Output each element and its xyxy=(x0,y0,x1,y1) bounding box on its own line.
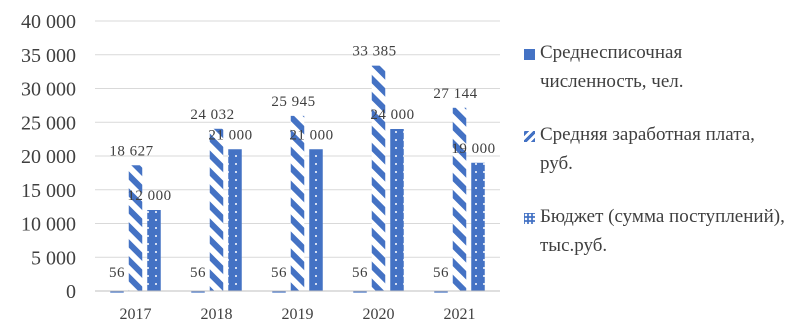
data-label: 24 000 xyxy=(370,107,414,123)
legend-item-headcount: Среднесписочная численность, чел. xyxy=(522,38,792,120)
bar xyxy=(228,149,242,291)
legend-swatch-stripes xyxy=(524,131,535,142)
legend-label: Бюджет (сумма поступлений), тыс.руб. xyxy=(540,206,785,256)
legend-swatch-solid xyxy=(524,49,535,60)
bar xyxy=(452,107,467,291)
x-tick-label: 2021 xyxy=(444,306,476,320)
y-tick-label: 15 000 xyxy=(21,180,76,202)
legend-label: Среднесписочная численность, чел. xyxy=(540,42,684,92)
bar xyxy=(147,210,161,291)
bar xyxy=(353,290,367,293)
y-tick-label: 40 000 xyxy=(21,11,76,33)
x-tick-label: 2018 xyxy=(201,306,233,320)
x-axis: 2017 2018 2019 2020 2021 xyxy=(95,290,500,320)
y-tick-label: 5 000 xyxy=(31,247,76,269)
y-axis: 0 5 000 10 000 15 000 20 000 25 000 30 000 35 0… xyxy=(21,11,76,303)
bar-chart: 0 5 000 10 000 15 000 20 000 25 000 30 000 35 0… xyxy=(21,11,500,320)
y-tick-label: 20 000 xyxy=(21,146,76,168)
y-tick-label: 35 000 xyxy=(21,45,76,67)
data-label: 56 xyxy=(190,265,206,281)
data-label: 21 000 xyxy=(289,127,333,143)
legend-swatch-dots xyxy=(524,213,535,224)
bar xyxy=(110,290,124,293)
data-label: 56 xyxy=(352,265,368,281)
legend-label: Средняя заработная плата, руб. xyxy=(540,124,755,174)
data-label: 56 xyxy=(271,265,287,281)
y-tick-label: 25 000 xyxy=(21,112,76,134)
data-label: 56 xyxy=(433,265,449,281)
legend: Среднесписочная численность, чел. Средня… xyxy=(522,38,792,284)
bar xyxy=(371,65,386,292)
data-label: 25 945 xyxy=(271,94,315,110)
data-label: 27 144 xyxy=(433,86,477,102)
bar xyxy=(309,149,323,291)
data-labels: 56 18 627 12 000 56 24 032 21 000 56 25 945 21 0… xyxy=(109,44,495,281)
bars xyxy=(110,65,485,293)
data-label: 18 627 xyxy=(109,143,153,159)
data-label: 24 032 xyxy=(190,107,234,123)
bar xyxy=(390,129,404,291)
bar xyxy=(471,162,485,291)
data-label: 19 000 xyxy=(451,141,495,157)
bar xyxy=(272,290,286,293)
bar xyxy=(191,290,205,293)
x-tick-label: 2020 xyxy=(363,306,395,320)
data-label: 56 xyxy=(109,265,125,281)
legend-item-budget: Бюджет (сумма поступлений), тыс.руб. xyxy=(522,202,792,284)
x-tick-label: 2017 xyxy=(120,306,152,320)
data-label: 21 000 xyxy=(208,127,252,143)
bar xyxy=(434,290,448,293)
bar xyxy=(128,165,143,291)
y-tick-label: 0 xyxy=(66,281,76,303)
data-label: 12 000 xyxy=(127,188,171,204)
y-tick-label: 10 000 xyxy=(21,214,76,236)
legend-item-salary: Средняя заработная плата, руб. xyxy=(522,120,792,202)
y-tick-label: 30 000 xyxy=(21,79,76,101)
data-label: 33 385 xyxy=(352,44,396,60)
bar xyxy=(290,115,305,291)
bar xyxy=(209,128,224,291)
x-tick-label: 2019 xyxy=(282,306,314,320)
